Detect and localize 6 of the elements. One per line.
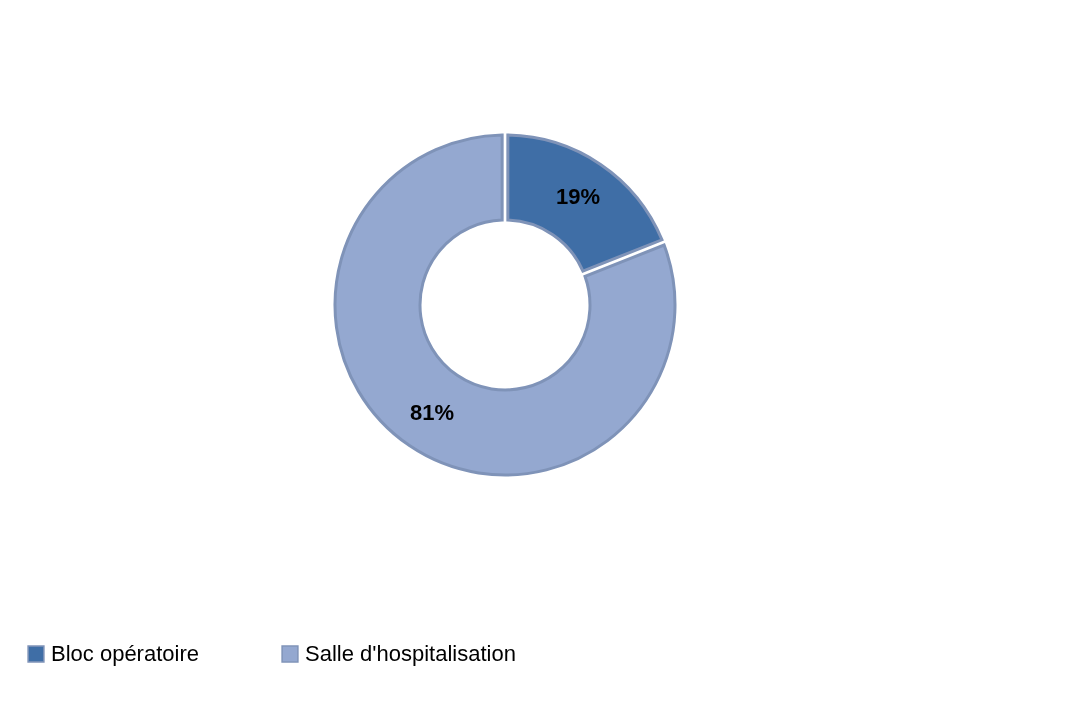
donut-slice: [333, 133, 677, 477]
data-label: 19%: [556, 184, 601, 210]
data-label: 81%: [409, 399, 454, 425]
legend-label: Salle d'hospitalisation: [305, 641, 516, 666]
legend-label: Bloc opératoire: [51, 641, 199, 666]
donut-slice: [506, 133, 664, 273]
